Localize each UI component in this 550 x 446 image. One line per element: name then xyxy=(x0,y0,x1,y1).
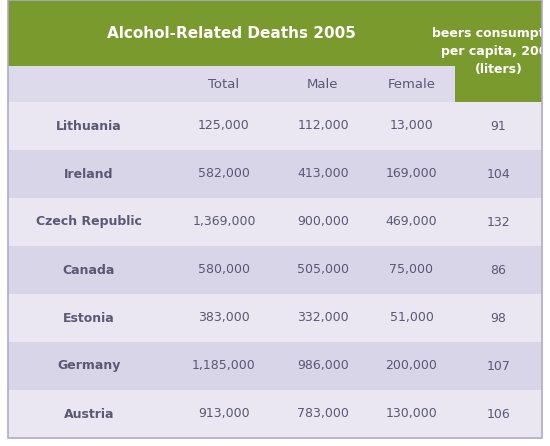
Bar xyxy=(8,198,542,246)
Text: 86: 86 xyxy=(491,264,507,277)
Text: 1,369,000: 1,369,000 xyxy=(192,215,256,228)
Text: 413,000: 413,000 xyxy=(297,168,349,181)
Text: Austria: Austria xyxy=(64,408,114,421)
Text: 783,000: 783,000 xyxy=(297,408,349,421)
Text: 130,000: 130,000 xyxy=(386,408,437,421)
Text: Canada: Canada xyxy=(63,264,115,277)
Text: 582,000: 582,000 xyxy=(198,168,250,181)
Text: 106: 106 xyxy=(487,408,510,421)
Text: Germany: Germany xyxy=(57,359,120,372)
Text: Estonia: Estonia xyxy=(63,311,115,325)
Text: Ireland: Ireland xyxy=(64,168,114,181)
Text: 469,000: 469,000 xyxy=(386,215,437,228)
Text: 75,000: 75,000 xyxy=(389,264,433,277)
Text: 51,000: 51,000 xyxy=(389,311,433,325)
Text: 505,000: 505,000 xyxy=(297,264,349,277)
Bar xyxy=(8,294,542,342)
Text: 91: 91 xyxy=(491,120,507,132)
Text: 13,000: 13,000 xyxy=(389,120,433,132)
Text: 200,000: 200,000 xyxy=(386,359,437,372)
Text: 900,000: 900,000 xyxy=(297,215,349,228)
Bar xyxy=(8,390,542,438)
Text: 580,000: 580,000 xyxy=(198,264,250,277)
Text: 383,000: 383,000 xyxy=(198,311,250,325)
Bar xyxy=(8,102,542,150)
Text: 98: 98 xyxy=(491,311,507,325)
Text: beers consumption
per capita, 2002
(liters): beers consumption per capita, 2002 (lite… xyxy=(432,26,550,75)
Text: 125,000: 125,000 xyxy=(198,120,250,132)
Text: Lithuania: Lithuania xyxy=(56,120,122,132)
Bar xyxy=(8,0,455,66)
Text: 913,000: 913,000 xyxy=(198,408,250,421)
Text: 112,000: 112,000 xyxy=(297,120,349,132)
Bar xyxy=(8,66,455,102)
Text: Alcohol-Related Deaths 2005: Alcohol-Related Deaths 2005 xyxy=(107,25,356,41)
Text: Total: Total xyxy=(208,78,240,91)
Bar xyxy=(8,150,542,198)
Text: 1,185,000: 1,185,000 xyxy=(192,359,256,372)
Bar xyxy=(8,342,542,390)
Text: 332,000: 332,000 xyxy=(297,311,349,325)
Bar xyxy=(8,246,542,294)
Text: 104: 104 xyxy=(487,168,510,181)
Text: 986,000: 986,000 xyxy=(297,359,349,372)
Text: Female: Female xyxy=(388,78,436,91)
Text: Czech Republic: Czech Republic xyxy=(36,215,142,228)
Text: 132: 132 xyxy=(487,215,510,228)
Bar xyxy=(455,0,542,102)
Text: 169,000: 169,000 xyxy=(386,168,437,181)
Text: 107: 107 xyxy=(487,359,510,372)
Text: Male: Male xyxy=(307,78,339,91)
